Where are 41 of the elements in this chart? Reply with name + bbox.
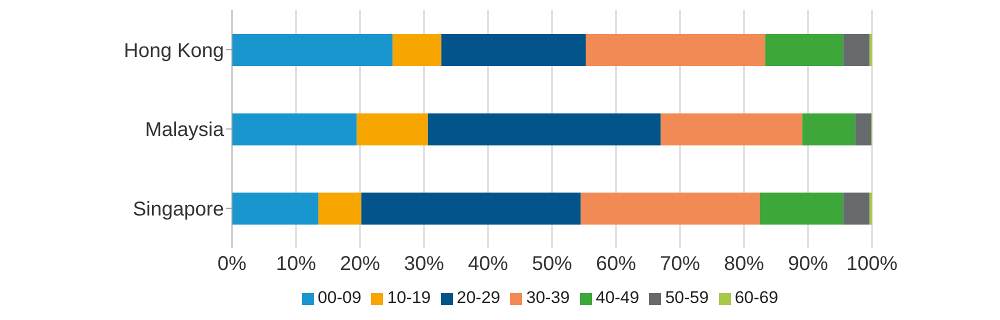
bar <box>760 192 844 225</box>
bar <box>660 113 802 146</box>
bar <box>318 192 362 225</box>
x-tick-label: 80% <box>724 253 764 276</box>
y-tick-label: Singapore <box>132 198 224 220</box>
x-tick-label: 90% <box>788 253 828 276</box>
bar <box>356 113 428 146</box>
x-tick-label: 10% <box>276 253 316 276</box>
bar <box>232 113 357 146</box>
x-tick-label: 50% <box>532 253 572 276</box>
bar <box>580 192 760 225</box>
legend-label: 20-29 <box>456 288 500 307</box>
bar <box>843 34 870 66</box>
x-tick-label: 20% <box>340 253 380 276</box>
x-tick-label: 0% <box>218 253 247 276</box>
x-tick-label: 100% <box>846 253 898 276</box>
bar <box>765 34 844 66</box>
bar <box>586 34 766 66</box>
y-tick-label: Malaysia <box>145 119 225 142</box>
bar <box>802 113 856 146</box>
x-tick-label: 70% <box>660 253 700 276</box>
bar <box>232 34 393 66</box>
bar <box>869 192 872 225</box>
legend-label: 40-49 <box>596 288 640 307</box>
bar <box>361 192 581 225</box>
legend-label: 60-69 <box>734 288 778 307</box>
legend-label: 10-19 <box>387 288 431 307</box>
legend-label: 50-59 <box>665 288 709 307</box>
x-tick-label: 40% <box>468 253 508 276</box>
bar <box>392 34 442 66</box>
x-tick-label: 30% <box>404 253 444 276</box>
bar <box>869 34 872 66</box>
bar <box>855 113 872 146</box>
bar <box>843 192 870 225</box>
legend-label: 30-39 <box>526 288 570 307</box>
bar <box>428 113 661 146</box>
bar <box>232 192 318 225</box>
legend-label: 00-09 <box>318 288 362 307</box>
x-tick-label: 60% <box>596 253 636 276</box>
y-tick-label: Hong Kong <box>124 40 224 62</box>
bar <box>441 34 586 66</box>
